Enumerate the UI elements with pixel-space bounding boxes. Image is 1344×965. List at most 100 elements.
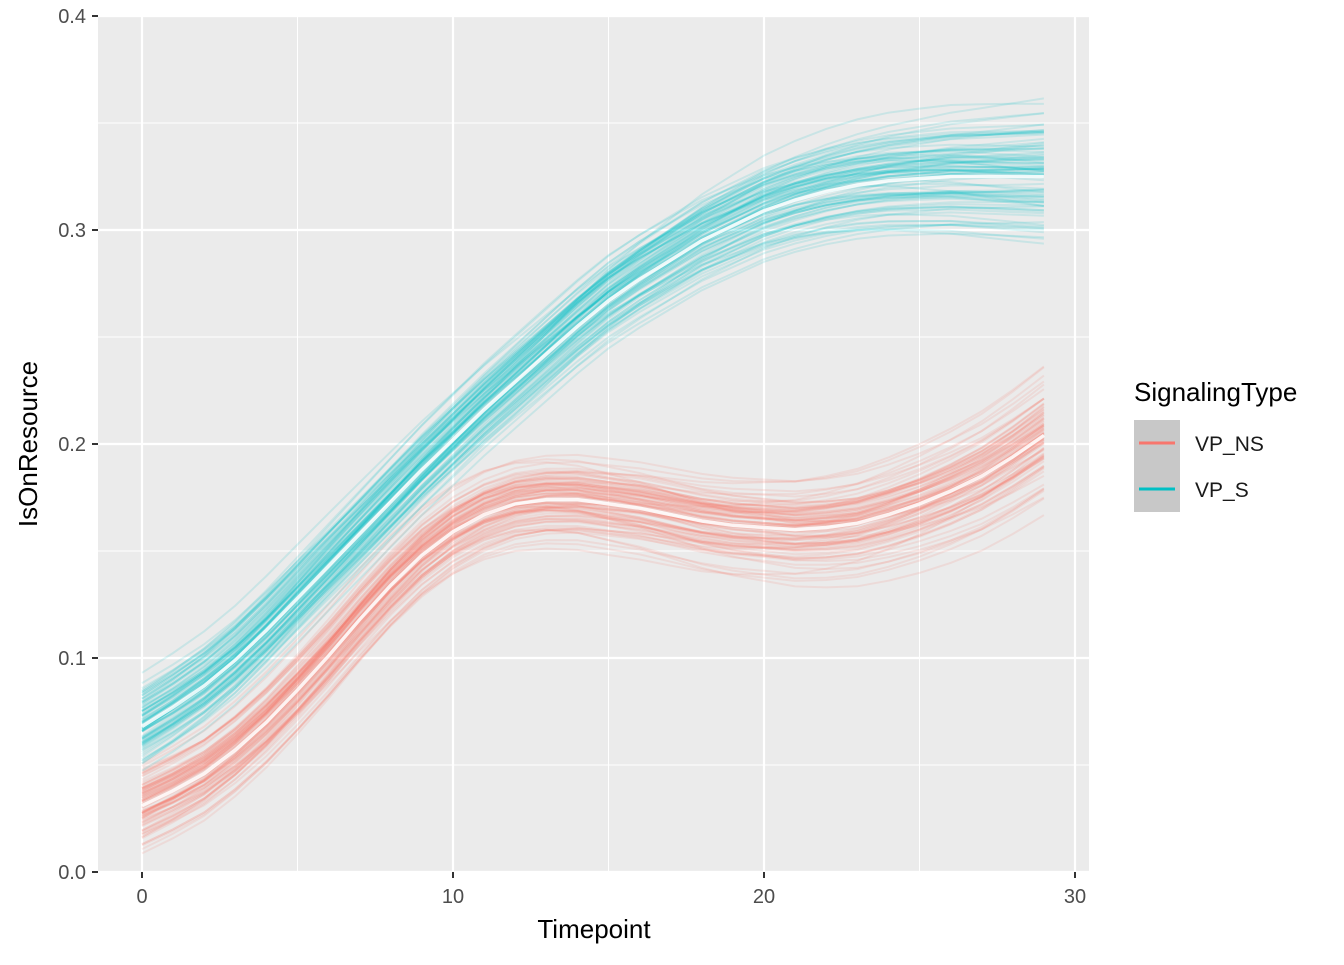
ensemble-line-vp-s [141,153,1044,718]
ensemble-line-vp-s [141,141,1044,718]
mean-line-vp-s [141,174,1044,728]
ensemble-line-vp-s [141,205,1044,751]
ensemble-line-vp-s [141,184,1045,725]
ensemble-line-vp-s [141,154,1044,704]
ensemble-line-vp-s [141,169,1044,762]
ensemble-line-vp-s [141,137,1044,712]
ensemble-line-vp-ns [141,424,1045,792]
ensemble-lines [141,97,1045,855]
mean-lines [141,174,1045,808]
ensemble-line-vp-s [141,148,1044,743]
ensemble-line-vp-ns [141,434,1045,833]
ensemble-line-vp-s [141,112,1045,707]
y-tick-label: 0.2 [58,434,86,456]
ensemble-line-vp-ns [141,417,1045,789]
ensemble-line-vp-ns [141,438,1045,835]
y-tick-label: 0.4 [58,6,86,28]
ensemble-line-vp-s [141,232,1044,772]
ensemble-line-vp-s [141,160,1044,709]
ensemble-line-vp-s [141,195,1044,741]
ensemble-line-vp-s [141,151,1044,724]
ensemble-line-vp-ns [141,428,1045,795]
ensemble-line-vp-s [141,221,1044,732]
ensemble-line-vp-ns [141,413,1045,787]
ensemble-line-vp-s [141,188,1044,748]
ensemble-line-vp-ns [141,415,1045,792]
ensemble-line-vp-s [141,129,1044,710]
ensemble-line-vp-ns [141,422,1045,801]
ensemble-line-vp-ns [141,380,1045,777]
ensemble-line-vp-s [141,196,1044,684]
ensemble-line-vp-ns [141,435,1045,836]
ensemble-line-vp-s [141,193,1044,731]
ensemble-line-vp-ns [141,432,1045,817]
legend: SignalingType VP_NS VP_S [1134,377,1297,512]
ensemble-line-vp-ns [141,408,1045,794]
ensemble-line-vp-ns [141,437,1045,781]
x-tick-label: 0 [136,886,147,908]
ensemble-line-vp-ns [141,514,1045,815]
ensemble-line-vp-ns [141,437,1045,833]
ensemble-line-vp-s [141,158,1044,733]
y-tick-label: 0.0 [58,862,86,884]
ensemble-line-vp-s [141,166,1044,760]
ensemble-line-vp-s [141,171,1044,674]
ensemble-line-vp-ns [141,426,1045,795]
ensemble-line-vp-s [141,165,1044,697]
ensemble-line-vp-ns [141,439,1045,827]
x-tick-label: 10 [442,886,464,908]
ensemble-line-vp-s [141,197,1044,727]
ensemble-line-vp-ns [141,466,1045,847]
ensemble-line-vp-ns [141,441,1045,774]
ensemble-line-vp-s [141,165,1044,691]
ensemble-line-vp-ns [141,383,1045,795]
ensemble-line-vp-ns [141,419,1045,814]
ensemble-line-vp-s [141,223,1044,747]
ensemble-line-vp-s [141,131,1044,693]
ensemble-line-vp-ns [141,435,1045,790]
ensemble-line-vp-s [141,182,1044,712]
ensemble-line-vp-s [141,227,1044,765]
ensemble-line-vp-ns [141,397,1045,822]
ensemble-line-vp-s [141,131,1044,722]
ensemble-line-vp-ns [141,411,1045,812]
ensemble-line-vp-ns [141,447,1045,794]
ensemble-line-vp-ns [141,403,1045,799]
ensemble-line-vp-ns [141,489,1045,789]
ensemble-line-vp-ns [141,424,1045,806]
ensemble-line-vp-s [141,147,1044,703]
ensemble-line-vp-ns [141,464,1045,840]
ensemble-line-vp-s [141,154,1044,732]
ensemble-line-vp-ns [141,496,1045,850]
ensemble-line-vp-ns [141,420,1045,789]
ensemble-line-vp-s [141,156,1044,738]
ensemble-line-vp-ns [141,455,1045,826]
ensemble-line-vp-ns [141,397,1045,778]
ensemble-line-vp-ns [141,413,1045,803]
ensemble-line-vp-ns [141,436,1045,791]
ensemble-line-vp-s [141,189,1044,747]
ensemble-line-vp-ns [141,488,1045,846]
ensemble-line-vp-ns [141,365,1045,791]
ensemble-line-vp-s [141,147,1044,703]
ensemble-line-vp-s [141,219,1044,740]
ensemble-line-vp-s [141,133,1044,712]
ensemble-line-vp-s [141,123,1044,700]
ensemble-line-vp-s [141,220,1044,745]
ensemble-line-vp-ns [141,455,1045,801]
ensemble-line-vp-ns [141,416,1045,786]
ensemble-line-vp-s [141,192,1044,728]
ensemble-line-vp-s [141,156,1045,703]
ensemble-line-vp-s [141,205,1044,756]
legend-label-vp-s: VP_S [1195,479,1249,502]
ensemble-line-vp-ns [141,427,1045,816]
ensemble-line-vp-ns [141,475,1045,838]
grid [98,14,1089,874]
mean-line-vp-ns [141,433,1045,808]
ensemble-line-vp-s [141,168,1044,758]
ensemble-line-vp-ns [141,406,1045,772]
axes: 0 10 20 30 0.0 0.1 0.2 0.3 0.4 [58,6,1086,908]
ensemble-line-vp-s [141,203,1044,754]
legend-title: SignalingType [1134,377,1297,407]
